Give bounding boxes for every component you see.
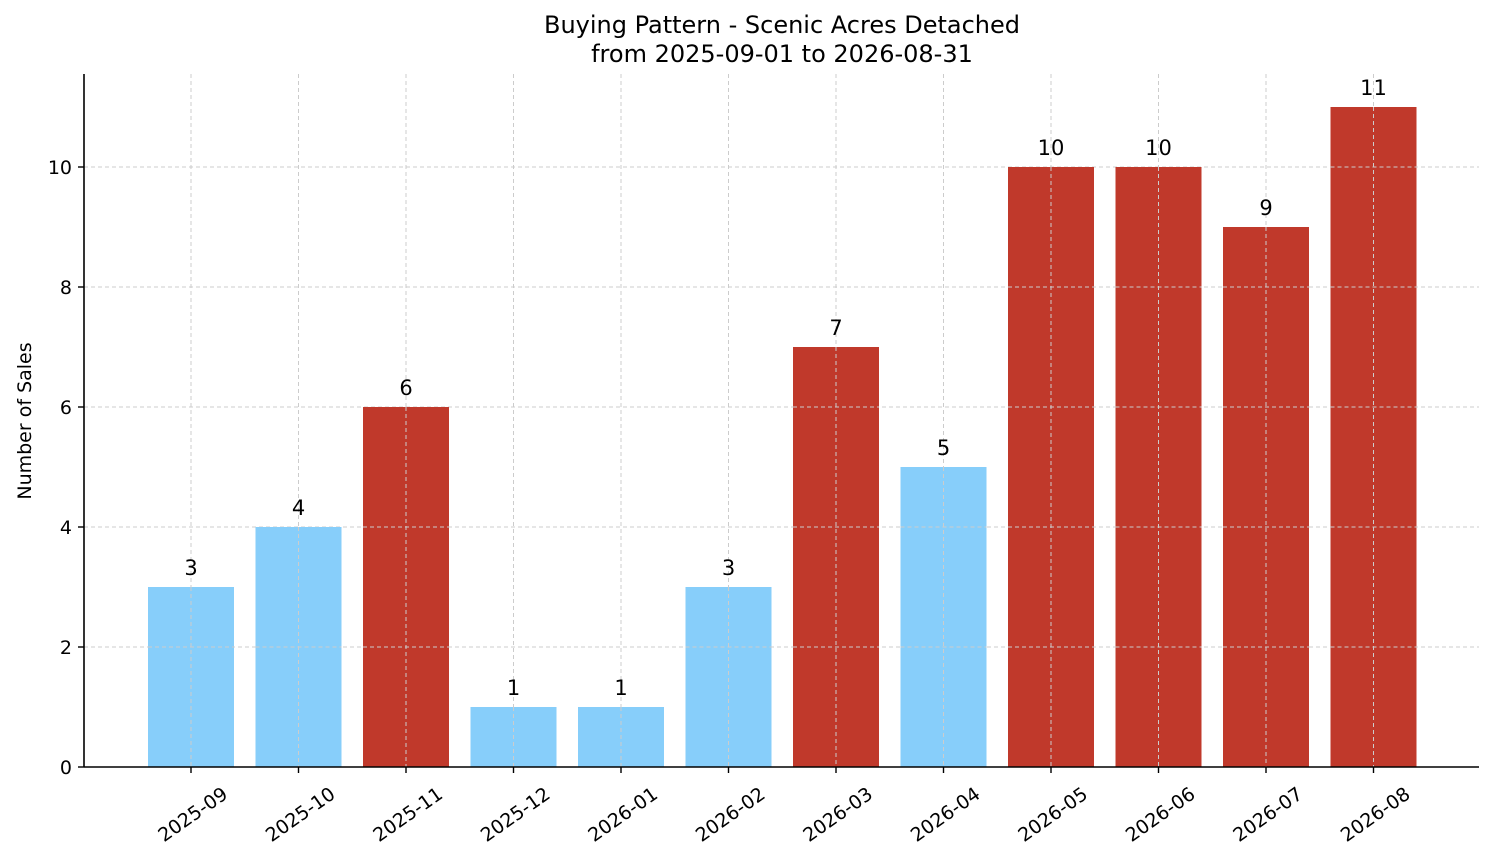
x-tick-label: 2025-09 xyxy=(154,783,232,847)
y-tick-label: 8 xyxy=(60,277,72,299)
labels: Buying Pattern - Scenic Acres Detached f… xyxy=(14,11,1020,500)
x-tick-label: 2026-07 xyxy=(1229,783,1307,847)
x-tick-label: 2025-11 xyxy=(369,783,447,847)
bar-value-label: 1 xyxy=(614,676,627,700)
y-tick-label: 0 xyxy=(60,757,72,779)
bar-value-label: 4 xyxy=(292,496,305,520)
y-tick-label: 2 xyxy=(60,637,72,659)
bar xyxy=(1008,167,1094,767)
bar-value-label: 3 xyxy=(722,556,735,580)
y-tick-label: 4 xyxy=(60,517,72,539)
x-tick-label: 2026-05 xyxy=(1014,783,1092,847)
x-tick-label: 2026-06 xyxy=(1122,783,1200,847)
bar xyxy=(148,587,234,767)
bar-value-label: 5 xyxy=(937,436,950,460)
y-tick-label: 10 xyxy=(48,157,72,179)
bar xyxy=(363,407,449,767)
bar-value-label: 3 xyxy=(184,556,197,580)
chart-subtitle: from 2025-09-01 to 2026-08-31 xyxy=(591,40,973,68)
chart-title: Buying Pattern - Scenic Acres Detached xyxy=(544,11,1020,39)
bar-value-label: 9 xyxy=(1259,196,1272,220)
x-tick-label: 2026-02 xyxy=(692,783,770,847)
bar-value-label: 6 xyxy=(399,376,412,400)
bar xyxy=(1115,167,1202,767)
bar-value-label: 1 xyxy=(507,676,520,700)
x-tick-label: 2026-01 xyxy=(584,783,662,847)
x-tick-label: 2025-10 xyxy=(262,783,340,847)
x-tick-label: 2026-08 xyxy=(1337,783,1415,847)
bar xyxy=(685,587,772,767)
bar-value-label: 10 xyxy=(1145,136,1172,160)
y-tick-label: 6 xyxy=(60,397,72,419)
x-tick-label: 2026-04 xyxy=(907,783,985,847)
bar-value-label: 7 xyxy=(829,316,842,340)
bar-value-label: 10 xyxy=(1038,136,1065,160)
bar-value-label: 11 xyxy=(1360,76,1387,100)
y-axis-label: Number of Sales xyxy=(14,342,36,499)
x-tick-label: 2026-03 xyxy=(799,783,877,847)
x-tick-label: 2025-12 xyxy=(477,783,555,847)
